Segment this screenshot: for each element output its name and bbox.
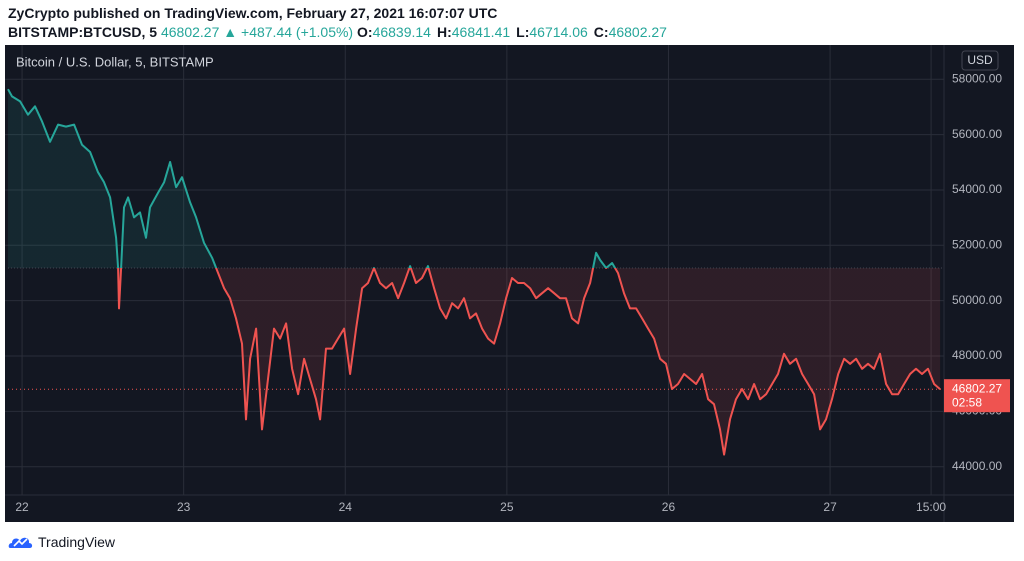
header: ZyCrypto published on TradingView.com, F…	[8, 4, 673, 42]
x-tick-label: 27	[823, 500, 837, 514]
ohlc-value: 46841.41	[451, 24, 511, 40]
currency-box	[961, 50, 999, 71]
x-tick-label: 15:00	[916, 500, 946, 514]
chart-legend: Bitcoin / U.S. Dollar, 5, BITSTAMP	[16, 54, 214, 69]
ohlc-label: L:	[516, 24, 530, 40]
x-tick-label: 23	[177, 500, 191, 514]
change: +487.44 (+1.05%)	[241, 24, 354, 40]
countdown: 02:58	[952, 395, 982, 409]
ohlc-label: C:	[593, 24, 609, 40]
arrow: ▲	[223, 24, 238, 40]
y-tick-label: 44000.00	[952, 459, 1002, 473]
y-tick-label: 50000.00	[952, 293, 1002, 307]
ohlc-value: 46714.06	[529, 24, 588, 40]
baseline-area	[8, 89, 941, 455]
y-tick-label: 58000.00	[952, 71, 1002, 85]
y-tick-label: 54000.00	[952, 182, 1002, 196]
price-line	[7, 88, 941, 456]
ohlc-value: 46802.27	[608, 24, 667, 40]
y-tick-label: 52000.00	[952, 237, 1002, 251]
y-tick-label: 48000.00	[952, 348, 1002, 362]
symbol: BITSTAMP:BTCUSD, 5	[8, 24, 158, 40]
last-price-box	[944, 379, 1010, 413]
y-tick-label: 56000.00	[952, 127, 1002, 141]
price: 46802.27	[160, 24, 220, 40]
brand: TradingView	[38, 534, 116, 550]
x-tick-label: 25	[500, 500, 514, 514]
byline: ZyCrypto published on TradingView.com, F…	[8, 5, 498, 21]
x-tick-label: 24	[339, 500, 353, 514]
footer: TradingView	[8, 533, 115, 551]
quote-row: BITSTAMP:BTCUSD, 5 46802.27 ▲ +487.44 (+…	[8, 23, 673, 42]
last-price: 46802.27	[952, 381, 1002, 395]
x-tick-label: 22	[15, 500, 29, 514]
ohlc-label: H:	[436, 24, 452, 40]
x-tick-label: 26	[662, 500, 676, 514]
currency: USD	[967, 53, 993, 67]
byline-row: ZyCrypto published on TradingView.com, F…	[8, 4, 673, 23]
ohlc-value: 46839.14	[372, 24, 431, 40]
logo	[8, 537, 33, 548]
ohlc-label: O:	[357, 24, 373, 40]
ohlc: O:46839.14 H:46841.41 L:46714.06 C:46802.27	[357, 24, 673, 40]
